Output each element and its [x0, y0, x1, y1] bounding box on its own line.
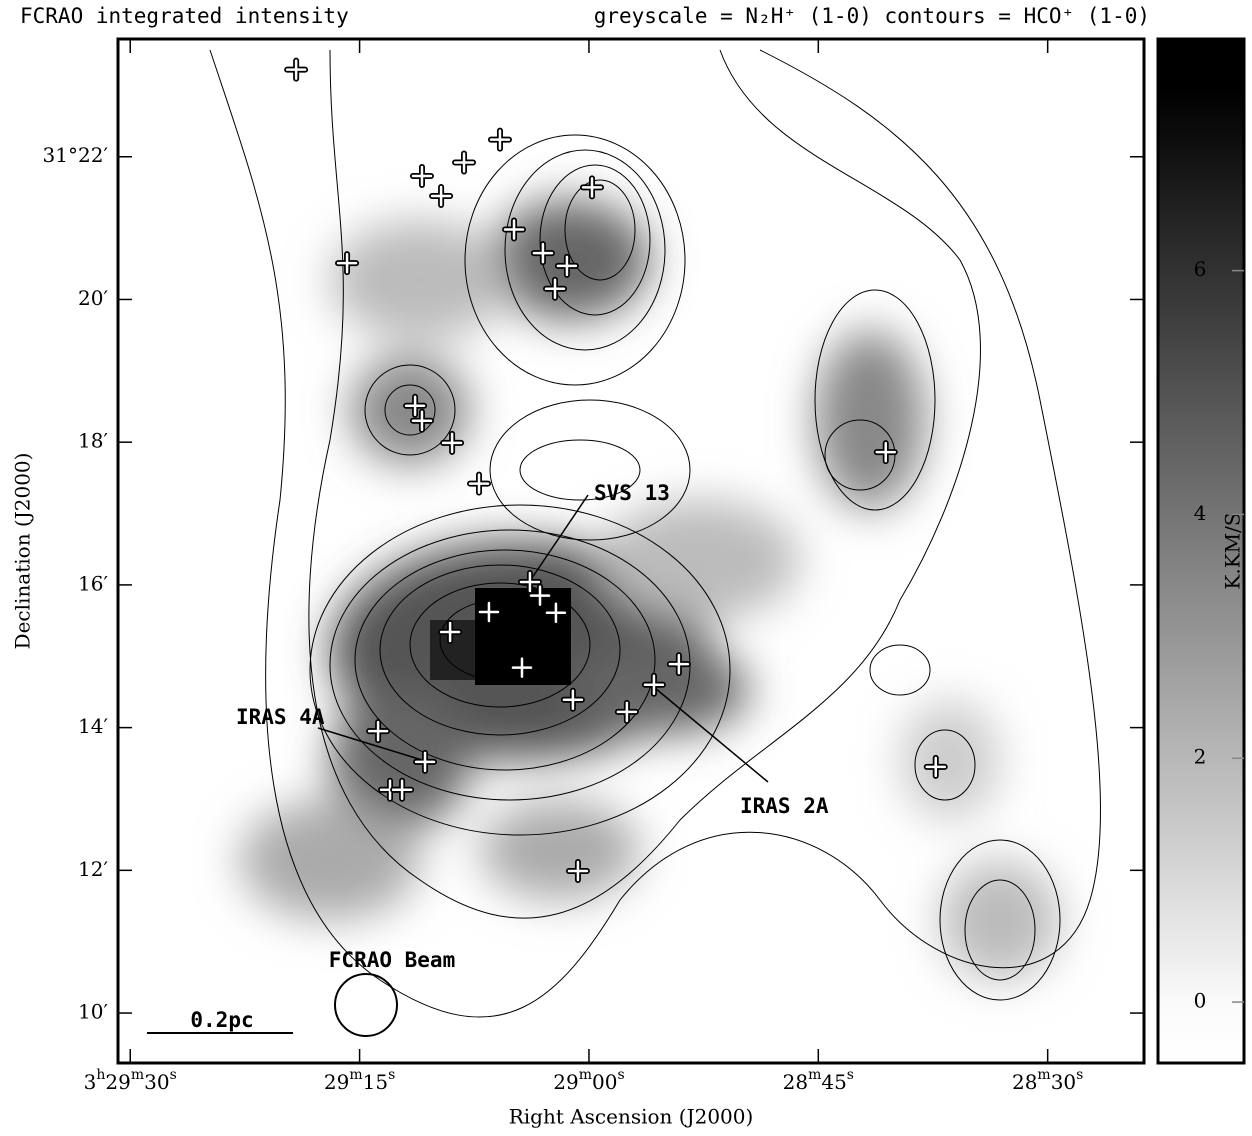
marker-fill [430, 185, 452, 207]
marker-fill [519, 571, 541, 593]
chart-subtitle: greyscale = N₂H⁺ (1-0) contours = HCO⁺ (… [594, 4, 1150, 28]
source-marker [580, 175, 605, 200]
source-marker [409, 408, 434, 433]
source-marker [438, 619, 463, 644]
marker-fill [562, 689, 584, 711]
annotation: SVS 13 [594, 481, 670, 505]
y-tick-label: 10′ [78, 1000, 108, 1024]
y-tick-label: 16′ [78, 571, 108, 595]
source-marker [403, 393, 428, 418]
source-marker [335, 251, 360, 276]
source-marker [502, 217, 527, 242]
marker-fill [411, 165, 433, 187]
y-tick-label: 12′ [78, 857, 108, 881]
leader-lines [147, 494, 769, 1034]
source-marker [641, 672, 666, 697]
contours [209, 49, 1101, 1018]
marker-fill [478, 601, 500, 623]
marker-fill [643, 674, 665, 696]
marker-fill [367, 720, 389, 742]
colorbar-tick-label: 2 [1194, 745, 1207, 769]
marker-fill [414, 751, 436, 773]
source-marker [429, 183, 454, 208]
chart-title: FCRAO integrated intensity [20, 4, 349, 28]
beam [334, 973, 398, 1037]
plot-frame [116, 37, 1146, 1065]
marker-fill [532, 242, 554, 264]
marker-fill [411, 410, 433, 432]
source-marker [409, 164, 434, 189]
marker-fill [441, 432, 463, 454]
marker-fill [544, 278, 566, 300]
y-tick-label: 31°22′ [43, 143, 109, 167]
y-tick-label: 18′ [78, 429, 108, 453]
source-marker [873, 440, 898, 465]
source-marker [517, 570, 542, 595]
annotation: IRAS 4A [236, 705, 325, 729]
source-marker [565, 859, 590, 884]
source-marker [390, 777, 415, 802]
colorbar-label: K.KM/S [1221, 512, 1245, 589]
annotation: IRAS 2A [740, 794, 829, 818]
source-marker [528, 583, 553, 608]
source-marker [543, 600, 568, 625]
marker-fill [875, 441, 896, 463]
marker-fill [581, 177, 603, 198]
marker-fill [336, 252, 358, 274]
marker-fill [439, 621, 461, 643]
source-marker [440, 430, 465, 455]
marker-fill [545, 602, 567, 623]
x-tick-label: 28m45s [783, 1067, 854, 1094]
source-marker [530, 241, 555, 266]
marker-fill [503, 219, 525, 240]
marker-fill [489, 129, 511, 150]
source-marker [366, 719, 391, 744]
source-marker [467, 471, 492, 496]
marker-fill [511, 657, 533, 678]
source-marker [543, 276, 568, 301]
marker-fill [567, 860, 589, 882]
marker-fill [391, 779, 413, 800]
y-axis-label: Declination (J2000) [11, 453, 35, 650]
colorbar-tick-label: 0 [1194, 989, 1207, 1013]
x-axis-label: Right Ascension (J2000) [509, 1105, 754, 1129]
marker-fill [285, 59, 307, 80]
source-marker [666, 652, 691, 677]
source-marker [509, 655, 534, 680]
x-tick-label: 3h29m30s [84, 1067, 177, 1094]
source-marker [554, 253, 579, 278]
marker-fill [556, 255, 578, 277]
marker-fill [616, 701, 638, 723]
source-marker [476, 600, 501, 625]
source-marker [452, 150, 477, 175]
y-tick-label: 14′ [78, 714, 108, 738]
colorbar-tick-label: 6 [1194, 257, 1207, 281]
marker-fill [529, 585, 551, 606]
colorbar-tick-label: 4 [1194, 501, 1207, 525]
source-marker [284, 57, 309, 82]
marker-fill [925, 756, 946, 778]
greyscale-map [240, 200, 1060, 980]
x-tick-label: 29m15s [324, 1067, 395, 1094]
y-tick-label: 20′ [78, 286, 108, 310]
marker-fill [453, 152, 475, 173]
x-tick-label: 29m00s [553, 1067, 624, 1094]
marker-fill [404, 395, 426, 417]
x-tick-label: 28m30s [1012, 1067, 1083, 1094]
source-marker [614, 699, 639, 724]
source-marker [923, 754, 948, 779]
marker-fill [468, 473, 490, 494]
colorbar [1156, 37, 1246, 1065]
source-marker [487, 127, 512, 152]
annotation: FCRAO Beam [329, 948, 455, 972]
annotation: 0.2pc [190, 1008, 253, 1032]
marker-fill [668, 653, 690, 675]
source-marker [413, 749, 438, 774]
source-marker [560, 687, 585, 712]
